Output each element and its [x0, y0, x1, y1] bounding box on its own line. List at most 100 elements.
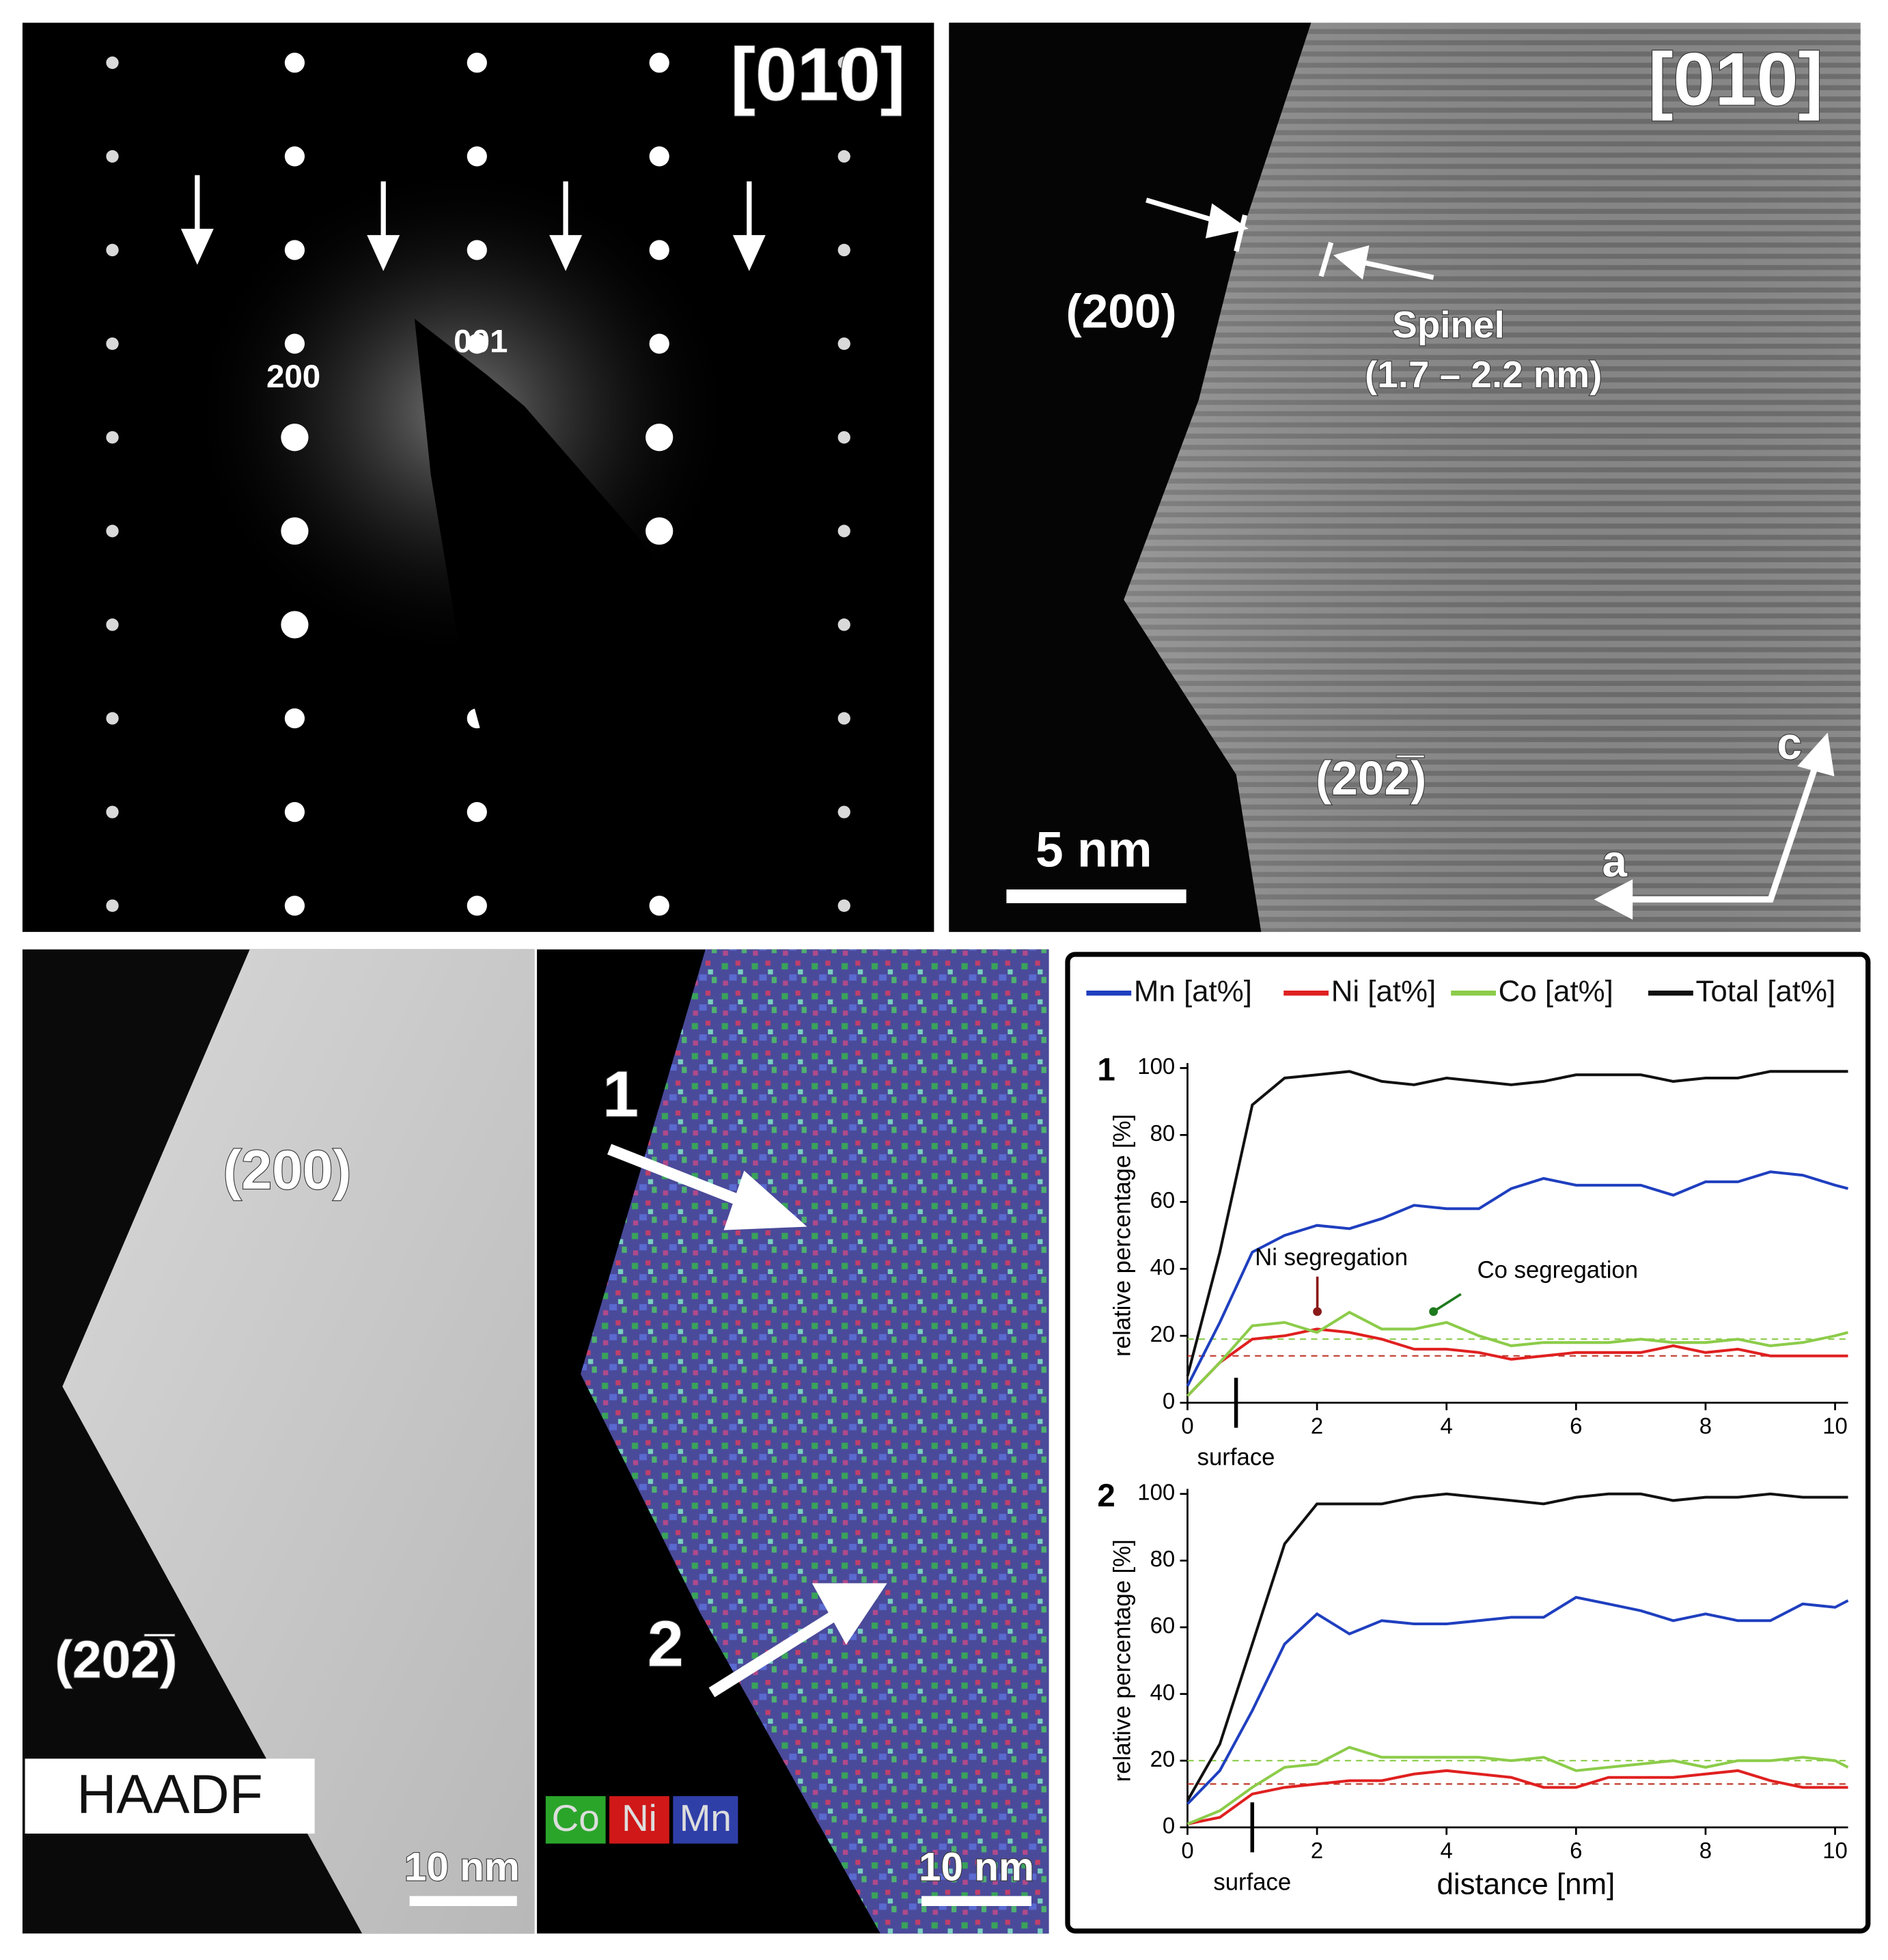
- spot: [284, 896, 305, 916]
- spot: [281, 517, 309, 545]
- spot: [649, 146, 669, 167]
- hrtem-panel: [010] (200) Spinel (1.7 – 2.2 nm) (202̅)…: [949, 23, 1861, 933]
- x-tick-label: 10: [1822, 1838, 1848, 1863]
- series-line: [1187, 1769, 1848, 1825]
- axis-label: a: [1602, 836, 1628, 886]
- spot: [467, 240, 487, 260]
- y-tick-label: 0: [1163, 1813, 1175, 1838]
- y-tick-label: 80: [1150, 1120, 1176, 1146]
- element-label: Ni: [622, 1797, 657, 1839]
- x-tick-label: 0: [1181, 1838, 1193, 1863]
- zone-axis: [010]: [1648, 38, 1823, 122]
- axis-label: c: [1777, 718, 1802, 769]
- spot: [106, 337, 119, 350]
- spot: [649, 896, 669, 916]
- spot: [645, 517, 674, 545]
- spot: [837, 243, 850, 257]
- spot: [106, 56, 119, 69]
- x-tick-label: 4: [1441, 1838, 1453, 1863]
- element-label: Mn: [680, 1797, 732, 1839]
- spot: [284, 53, 305, 73]
- spot: [837, 712, 850, 725]
- spot: [837, 525, 850, 538]
- particle: [62, 949, 535, 1934]
- facet-label: (202̅): [55, 1631, 177, 1689]
- spot: [106, 243, 119, 257]
- element-swatch: [609, 1796, 669, 1844]
- spot: [284, 802, 305, 823]
- detector-label: HAADF: [77, 1764, 263, 1825]
- y-tick-label: 20: [1150, 1746, 1176, 1771]
- x-tick-label: 0: [1181, 1413, 1193, 1439]
- y-tick-label: 20: [1150, 1321, 1176, 1347]
- spot: [837, 337, 850, 350]
- scale-label: 10 nm: [404, 1845, 520, 1889]
- element-swatch: [545, 1796, 606, 1844]
- vacuum: [949, 23, 1311, 933]
- zone-axis: [010]: [730, 33, 905, 116]
- legend-label: Co [at%]: [1499, 974, 1613, 1008]
- series-line: [1186, 1595, 1849, 1806]
- y-tick-label: 60: [1150, 1613, 1176, 1638]
- spot: [467, 53, 487, 73]
- chart-frame: [1065, 952, 1871, 1934]
- y-tick-label: 40: [1150, 1254, 1176, 1280]
- spot: [281, 424, 309, 452]
- series-line: [1186, 1327, 1848, 1397]
- profile-label: 2: [648, 1608, 684, 1681]
- spot: [106, 150, 119, 163]
- scale-bar: [1006, 889, 1186, 904]
- spot: [467, 146, 487, 167]
- spot: [467, 333, 487, 354]
- charts: Mn [at%] Ni [at%] Co [at%] Total [at%] 1 rela…: [1086, 974, 1849, 1901]
- x-tick-label: 10: [1822, 1413, 1848, 1439]
- annotation-arrow: [1432, 1293, 1462, 1313]
- x-tick-label: 6: [1570, 1413, 1582, 1439]
- spot: [106, 805, 119, 818]
- series-line: [1186, 1745, 1849, 1825]
- scale-bar: [921, 1896, 1031, 1906]
- facet-label: (200): [223, 1140, 352, 1201]
- element-map: [581, 949, 1049, 1934]
- spot: [284, 708, 305, 729]
- surface-label: surface: [1213, 1869, 1291, 1895]
- x-tick-label: 6: [1570, 1838, 1582, 1863]
- profile-label: 1: [602, 1058, 639, 1131]
- x-axis-label: distance [nm]: [1436, 1867, 1615, 1901]
- spot: [106, 618, 119, 631]
- facet-label: (202̅): [1316, 751, 1426, 805]
- legend-label: Total [at%]: [1695, 974, 1835, 1008]
- chart-label: 1: [1097, 1051, 1115, 1088]
- spot-label: 200: [266, 359, 320, 395]
- spinel-arrows: [1146, 197, 1434, 280]
- spot: [837, 150, 850, 163]
- scale-bar: [409, 1896, 517, 1906]
- series-line: [1186, 1170, 1849, 1387]
- x-tick-label: 4: [1441, 1413, 1453, 1439]
- spot: [837, 618, 850, 631]
- element-swatch: [673, 1796, 738, 1844]
- spot: [106, 525, 119, 538]
- arrows: [180, 175, 766, 271]
- spot: [106, 431, 119, 444]
- legend-label: Mn [at%]: [1134, 974, 1252, 1008]
- beam-stop: [414, 318, 768, 919]
- diffraction-panel: [010] 200 001: [22, 23, 934, 933]
- y-tick-label: 80: [1150, 1546, 1176, 1571]
- spot: [467, 802, 487, 823]
- spot: [106, 712, 119, 725]
- y-tick-label: 0: [1163, 1388, 1175, 1413]
- spot: [467, 896, 487, 916]
- spot: [649, 240, 669, 260]
- spot: [106, 899, 119, 912]
- x-tick-label: 2: [1311, 1838, 1323, 1863]
- annotation-head: [1313, 1307, 1322, 1316]
- y-tick-label: 100: [1137, 1053, 1175, 1079]
- annotation: Ni segregation: [1255, 1245, 1408, 1271]
- spinel-thickness: (1.7 – 2.2 nm): [1365, 353, 1602, 396]
- facet-label: (200): [1066, 284, 1177, 337]
- spot: [284, 333, 305, 354]
- annotation: Co segregation: [1477, 1258, 1638, 1284]
